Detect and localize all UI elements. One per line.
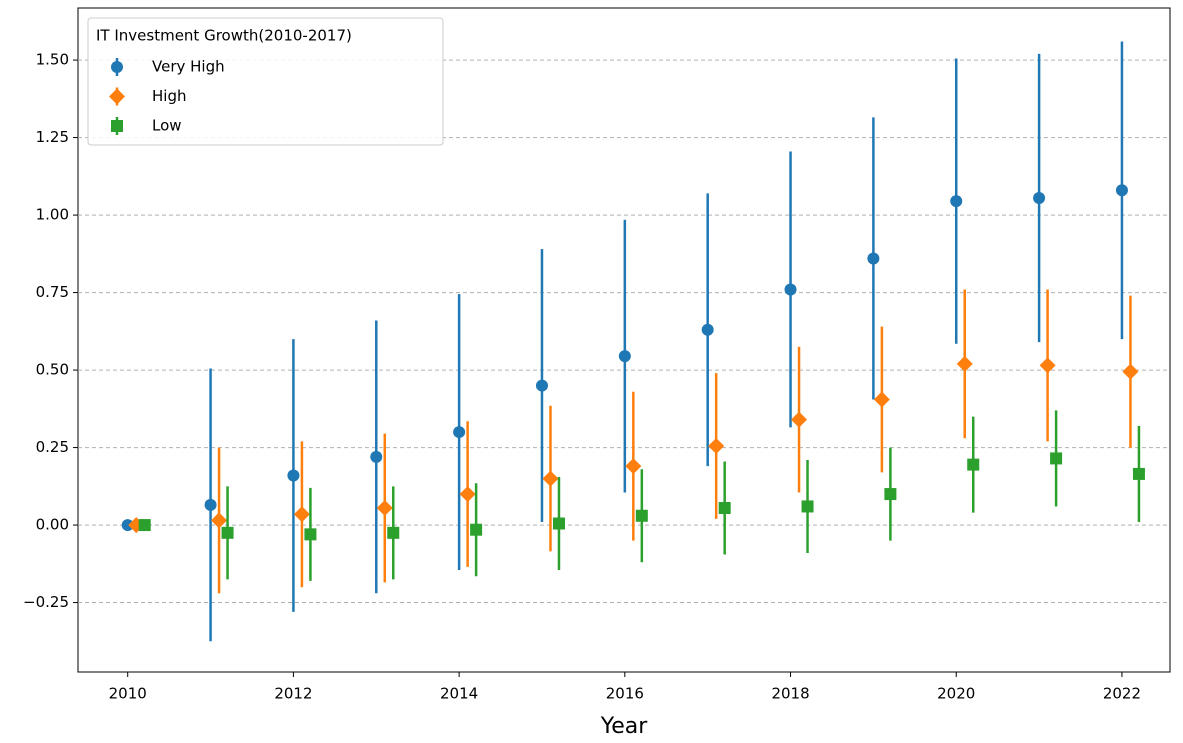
x-tick-label: 2010 xyxy=(109,685,147,703)
marker xyxy=(1039,357,1056,374)
marker xyxy=(1115,184,1128,197)
x-tick-label: 2014 xyxy=(440,685,478,703)
plot-frame xyxy=(77,7,1171,673)
x-tick-label: 2020 xyxy=(937,685,975,703)
x-tick-label: 2012 xyxy=(274,685,312,703)
marker xyxy=(618,350,631,363)
y-tick-label: 0.00 xyxy=(36,516,69,534)
marker xyxy=(221,526,234,539)
marker xyxy=(1050,452,1063,465)
marker xyxy=(211,512,228,529)
marker xyxy=(956,355,973,372)
marker xyxy=(884,488,897,501)
legend-marker xyxy=(111,61,123,73)
y-tick-label: 1.25 xyxy=(36,128,69,146)
marker xyxy=(701,323,714,336)
marker xyxy=(635,509,648,522)
x-axis-label: Year xyxy=(600,714,649,739)
marker xyxy=(535,379,548,392)
x-tick-label: 2016 xyxy=(606,685,644,703)
marker xyxy=(552,517,565,530)
marker xyxy=(950,195,963,208)
y-tick-label: 0.75 xyxy=(36,283,69,301)
y-tick-label: 1.50 xyxy=(36,51,69,69)
marker xyxy=(967,458,980,471)
marker xyxy=(542,470,559,487)
y-tick-label: 0.25 xyxy=(36,438,69,456)
marker xyxy=(453,426,466,439)
legend-marker xyxy=(111,120,123,132)
marker xyxy=(867,252,880,265)
y-tick-label: 1.00 xyxy=(36,206,69,224)
legend-label: High xyxy=(152,87,186,105)
marker xyxy=(625,458,642,475)
marker xyxy=(304,528,317,541)
marker xyxy=(121,519,134,532)
marker xyxy=(293,506,310,523)
x-tick-label: 2018 xyxy=(771,685,809,703)
marker xyxy=(287,469,300,482)
marker xyxy=(204,498,217,511)
legend-marker xyxy=(109,88,125,105)
marker xyxy=(470,523,483,536)
marker xyxy=(801,500,814,513)
marker xyxy=(376,500,393,517)
marker xyxy=(138,519,151,532)
marker xyxy=(873,391,890,408)
legend-label: Low xyxy=(152,117,182,135)
x-tick-label: 2022 xyxy=(1103,685,1141,703)
marker xyxy=(718,502,731,515)
y-tick-label: 0.50 xyxy=(36,361,69,379)
legend-label: Very High xyxy=(152,58,225,76)
legend-box xyxy=(87,17,444,146)
marker xyxy=(370,450,383,463)
marker xyxy=(1132,467,1145,480)
marker xyxy=(387,526,400,539)
marker xyxy=(784,283,797,296)
marker xyxy=(791,411,808,428)
marker xyxy=(1033,192,1046,205)
marker xyxy=(708,438,725,455)
legend-title: IT Investment Growth(2010-2017) xyxy=(96,27,352,45)
marker xyxy=(1122,363,1139,380)
marker xyxy=(459,486,476,503)
y-tick-label: −0.25 xyxy=(23,593,69,611)
